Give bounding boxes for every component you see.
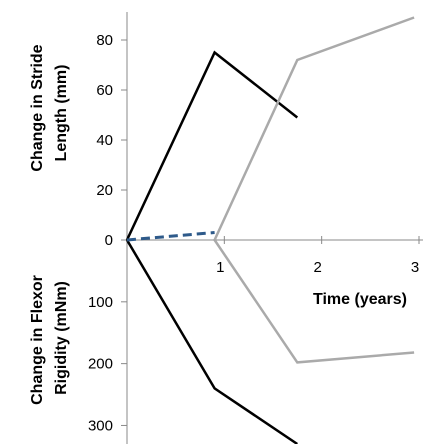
x-axis-title: Time (years): [313, 291, 407, 308]
chart-marks: 0 20 40 60 80 100 200 300 1 2 3: [88, 16, 420, 444]
rigidity-tick-label: 300: [88, 417, 113, 434]
rigidity-series-line: [213, 239, 415, 364]
x-tick-label: 1: [216, 259, 224, 276]
stride-axis-title-line2: Length (mm): [53, 65, 70, 162]
stride-series-line: [125, 50, 299, 241]
stride-tick-label: 60: [96, 82, 113, 99]
rigidity-axis-title-line1: Change in Flexor: [29, 275, 46, 405]
stride-tick-label: 40: [96, 132, 113, 149]
stride-axis-title-line1: Change in Stride: [29, 44, 46, 171]
stride-tick-label: 80: [96, 32, 113, 49]
rigidity-axis-title-line2: Rigidity (mNm): [53, 281, 70, 395]
x-tick-label: 2: [313, 259, 321, 276]
stride-tick-label: 0: [105, 232, 113, 249]
stride-series-line: [213, 16, 415, 241]
rigidity-series-line: [125, 239, 298, 444]
stride-tick-label: 20: [96, 182, 113, 199]
rigidity-tick-label: 200: [88, 356, 113, 373]
x-tick-label: 3: [411, 259, 419, 276]
stride-series-line: [126, 231, 215, 242]
rigidity-tick-label: 100: [88, 294, 113, 311]
